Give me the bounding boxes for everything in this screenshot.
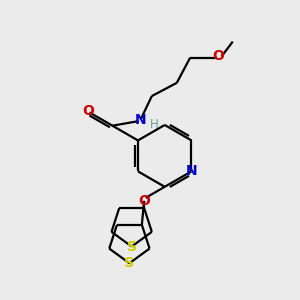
Text: O: O [82,104,94,118]
Text: S: S [127,239,137,254]
Text: S: S [124,256,134,270]
Text: H: H [149,118,158,131]
Text: N: N [186,164,197,178]
Text: N: N [135,112,146,127]
Text: O: O [213,49,225,63]
Text: O: O [138,194,150,208]
